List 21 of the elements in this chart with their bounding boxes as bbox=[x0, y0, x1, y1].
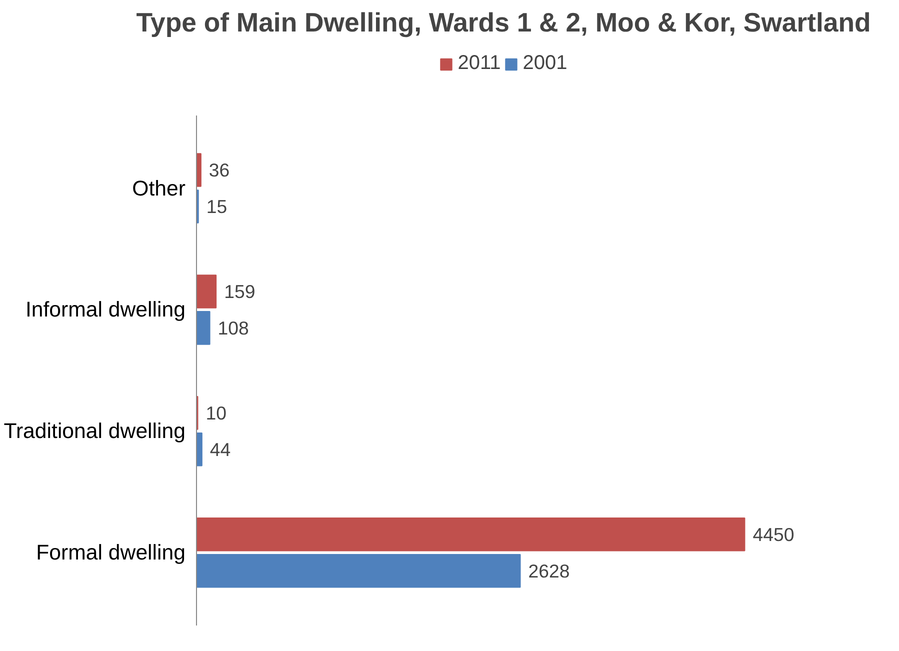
chart-title: Type of Main Dwelling, Wards 1 & 2, Moo & Kor, Swartland bbox=[136, 8, 871, 38]
data-label: 2628 bbox=[528, 560, 570, 582]
data-label: 159 bbox=[224, 280, 256, 302]
legend-label: 2011 bbox=[458, 52, 501, 75]
data-label: 4450 bbox=[752, 524, 794, 545]
data-label: 15 bbox=[206, 196, 228, 217]
data-label: 108 bbox=[218, 317, 249, 338]
bar bbox=[196, 311, 210, 345]
data-label: 10 bbox=[206, 402, 226, 424]
y-tick-label: Formal dwelling bbox=[36, 540, 186, 565]
data-label: 36 bbox=[208, 160, 230, 181]
bar bbox=[196, 518, 746, 552]
y-tick-label: Traditional dwelling bbox=[4, 419, 186, 444]
bar bbox=[196, 153, 202, 187]
y-tick-label: Informal dwelling bbox=[25, 298, 186, 322]
legend-label: 2001 bbox=[522, 52, 568, 75]
y-tick-label: Other bbox=[132, 176, 186, 200]
bar bbox=[196, 432, 202, 466]
bar bbox=[196, 274, 217, 308]
data-label: 44 bbox=[210, 438, 231, 460]
bar bbox=[196, 554, 521, 588]
